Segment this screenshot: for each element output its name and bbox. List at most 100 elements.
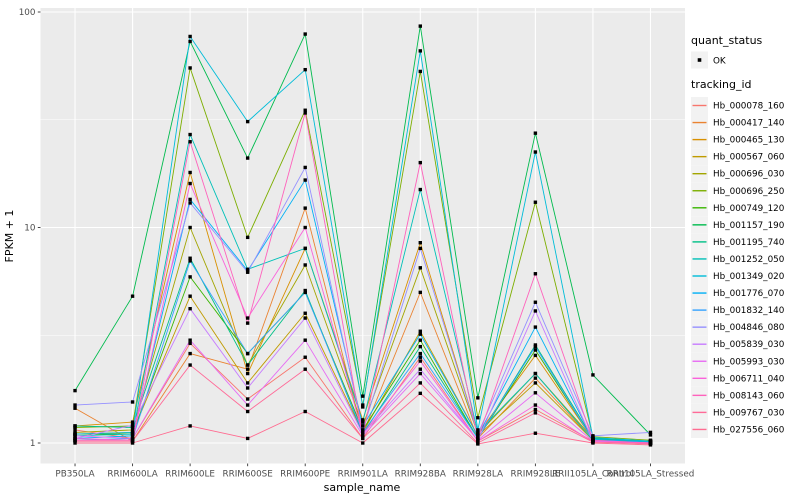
x-tick-label: RRIM600SE — [222, 470, 272, 480]
data-point-Hb_000567_060 — [533, 381, 538, 385]
data-point-Hb_005839_030 — [130, 423, 135, 427]
data-point-Hb_001832_140 — [533, 344, 538, 349]
data-point-Hb_005839_030 — [245, 386, 250, 390]
legend-label-tracking-id: Hb_000567_060 — [713, 153, 785, 163]
data-point-Hb_006711_040 — [476, 439, 480, 443]
data-point-Hb_005839_030 — [188, 306, 192, 311]
data-point-Hb_005839_030 — [418, 367, 422, 371]
data-point-Hb_006711_040 — [245, 316, 250, 320]
data-point-Hb_000696_250 — [533, 200, 538, 204]
data-point-Hb_000567_060 — [188, 294, 192, 298]
data-point-Hb_000696_250 — [188, 66, 192, 70]
data-point-Hb_009767_030 — [361, 436, 365, 441]
data-point-Hb_000567_060 — [418, 329, 422, 333]
legend-label-tracking-id: Hb_001252_050 — [713, 255, 785, 265]
data-point-Hb_001349_020 — [591, 435, 595, 440]
legend-label-tracking-id: Hb_001195_740 — [713, 238, 785, 248]
data-point-Hb_008143_060 — [303, 111, 307, 115]
data-point-Hb_004846_080 — [73, 403, 77, 407]
data-point-Hb_004846_080 — [245, 270, 250, 274]
legend-label-tracking-id: Hb_001776_070 — [713, 289, 785, 299]
data-point-Hb_001776_070 — [303, 178, 307, 182]
data-point-Hb_001349_020 — [303, 67, 307, 72]
data-point-Hb_004846_080 — [188, 201, 192, 205]
data-point-Hb_000417_140 — [73, 406, 77, 410]
legend-label-tracking-id: Hb_005993_030 — [713, 357, 785, 367]
legend-label-tracking-id: Hb_027556_060 — [713, 425, 785, 435]
data-point-Hb_001157_190 — [130, 294, 135, 298]
x-tick-label: RRIM928BA — [395, 470, 446, 480]
x-tick-label: RRII105LA_Control — [552, 470, 634, 480]
data-point-Hb_001776_070 — [476, 434, 480, 438]
data-point-Hb_027556_060 — [591, 441, 595, 445]
data-point-Hb_001157_190 — [303, 32, 307, 36]
data-point-Hb_027556_060 — [303, 409, 307, 414]
data-point-Hb_005993_030 — [130, 436, 135, 441]
x-tick-label: RRIM600LE — [165, 470, 215, 480]
data-point-Hb_001157_190 — [73, 388, 77, 393]
data-point-Hb_005993_030 — [188, 338, 192, 342]
legend-label-tracking-id: Hb_001832_140 — [713, 306, 785, 316]
y-axis-title: FPKM + 1 — [3, 210, 16, 263]
legend-title-quant-status: quant_status — [691, 34, 763, 47]
data-point-Hb_004846_080 — [591, 434, 595, 438]
data-point-Hb_008143_060 — [533, 272, 538, 276]
data-point-Hb_001832_140 — [245, 351, 250, 356]
data-point-Hb_001195_740 — [130, 425, 135, 430]
data-point-Hb_009767_030 — [73, 439, 77, 443]
data-point-Hb_004846_080 — [648, 430, 653, 435]
data-point-Hb_000696_250 — [303, 108, 307, 112]
data-point-Hb_000696_250 — [476, 416, 480, 420]
data-point-Hb_001776_070 — [188, 197, 192, 202]
data-point-Hb_005993_030 — [533, 391, 538, 395]
data-point-Hb_000465_130 — [130, 420, 135, 424]
data-point-Hb_001349_020 — [130, 430, 135, 435]
data-point-Hb_009767_030 — [130, 439, 135, 443]
y-tick-label: 100 — [19, 8, 36, 18]
data-point-Hb_001157_190 — [476, 396, 480, 400]
data-point-Hb_000078_160 — [245, 397, 250, 401]
data-point-Hb_001776_070 — [418, 332, 422, 336]
data-point-Hb_006711_040 — [303, 225, 307, 230]
data-point-Hb_001349_020 — [73, 432, 77, 436]
data-point-Hb_000696_250 — [245, 235, 250, 240]
data-point-Hb_000696_030 — [130, 428, 135, 432]
data-point-Hb_006711_040 — [188, 181, 192, 186]
data-point-Hb_005993_030 — [73, 434, 77, 438]
data-point-Hb_000465_130 — [188, 170, 192, 175]
data-point-Hb_000078_160 — [418, 355, 422, 359]
data-point-Hb_001776_070 — [130, 434, 135, 438]
data-point-Hb_004846_080 — [533, 300, 538, 304]
data-point-Hb_001832_140 — [418, 351, 422, 356]
data-point-Hb_005993_030 — [245, 403, 250, 407]
y-tick-label: 1 — [30, 439, 36, 449]
data-point-Hb_008143_060 — [591, 438, 595, 442]
data-point-Hb_005993_030 — [303, 338, 307, 342]
data-point-Hb_000465_130 — [418, 241, 422, 245]
legend-label-tracking-id: Hb_000696_250 — [713, 187, 785, 197]
data-point-Hb_001252_050 — [188, 132, 192, 137]
legend-label-tracking-id: Hb_005839_030 — [713, 340, 785, 350]
x-tick-label: RRIM901LA — [338, 470, 388, 480]
data-point-Hb_027556_060 — [130, 441, 135, 445]
x-tick-label: RRII105LA_Stressed — [607, 470, 695, 480]
data-point-Hb_006711_040 — [361, 432, 365, 436]
data-point-Hb_004846_080 — [476, 432, 480, 436]
data-point-Hb_008143_060 — [361, 434, 365, 438]
data-point-Hb_001776_070 — [361, 424, 365, 428]
data-point-Hb_004846_080 — [130, 400, 135, 404]
data-point-Hb_001157_190 — [188, 39, 192, 44]
data-point-Hb_000696_030 — [188, 225, 192, 230]
data-point-Hb_004846_080 — [303, 165, 307, 170]
data-point-Hb_000696_250 — [418, 69, 422, 74]
data-point-Hb_027556_060 — [361, 441, 365, 445]
data-point-Hb_008143_060 — [418, 160, 422, 165]
x-axis-title: sample_name — [324, 481, 401, 494]
data-point-Hb_027556_060 — [73, 441, 77, 445]
data-point-Hb_009767_030 — [245, 409, 250, 414]
data-point-Hb_009767_030 — [188, 363, 192, 367]
x-tick-label: RRIM928LE — [511, 470, 561, 480]
data-point-Hb_004846_080 — [361, 428, 365, 432]
